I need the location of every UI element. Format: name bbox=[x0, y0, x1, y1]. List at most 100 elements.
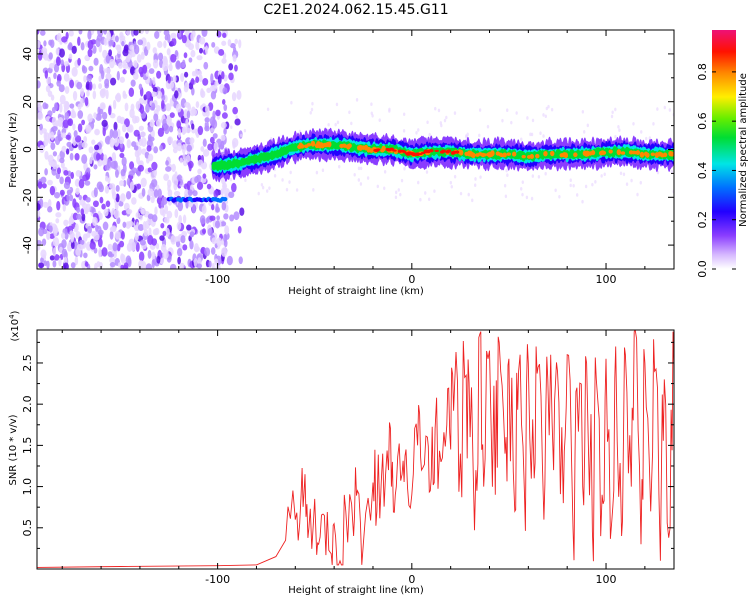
spectrogram-noise-blob bbox=[86, 232, 91, 238]
spectrogram-noise-blob bbox=[70, 241, 75, 250]
spectrogram-ridge-cell bbox=[550, 150, 555, 157]
spectrogram-speckle bbox=[371, 114, 374, 118]
spectrogram-noise-blob bbox=[155, 243, 160, 250]
spectrogram-noise-blob bbox=[59, 189, 65, 196]
spectrogram-noise-blob bbox=[169, 112, 175, 119]
spectrogram-noise-blob bbox=[220, 134, 226, 141]
spectrogram-speckle bbox=[652, 122, 655, 126]
spectrogram-noise-blob bbox=[156, 105, 161, 112]
spectrogram-ridge-cell bbox=[669, 151, 674, 157]
spectrogram-noise-blob bbox=[212, 133, 218, 139]
spectrogram-noise-blob bbox=[109, 262, 116, 268]
spectrogram-noise-blob bbox=[68, 30, 74, 37]
spectrogram-noise-blob bbox=[68, 194, 74, 202]
spectrogram-noise-blob bbox=[119, 76, 126, 83]
spectrogram-noise-blob bbox=[77, 103, 82, 110]
spectrogram-noise-blob bbox=[188, 200, 194, 208]
spectrogram-noise-blob bbox=[211, 262, 215, 269]
spectrogram-speckle bbox=[473, 183, 477, 188]
spectrogram-noise-blob bbox=[234, 118, 241, 126]
spectrogram-noise-blob bbox=[42, 228, 48, 235]
spectrogram-noise-blob bbox=[158, 52, 164, 61]
spectrogram-noise-blob bbox=[37, 112, 44, 121]
spectrogram-ridge-cell bbox=[639, 151, 645, 158]
spectrogram-ridge-cell bbox=[415, 152, 420, 157]
spectrogram-noise-blob bbox=[162, 230, 167, 237]
spectrogram-ridge-cell bbox=[441, 149, 446, 153]
spectrogram-noise-blob bbox=[157, 40, 163, 49]
spectrogram-noise-blob bbox=[56, 80, 61, 87]
spectrogram-noise-blob bbox=[193, 257, 198, 268]
spectrogram-noise-blob bbox=[48, 225, 53, 233]
spectrogram-ridge-cell bbox=[662, 152, 668, 158]
spectrogram-noise-blob bbox=[81, 119, 86, 126]
spectrogram-speckle bbox=[581, 199, 584, 204]
spectrogram-noise-blob bbox=[37, 210, 41, 218]
spectrogram-speckle bbox=[630, 178, 633, 183]
spectrogram-noise-blob bbox=[188, 57, 193, 63]
spectrogram-noise-blob bbox=[232, 54, 237, 62]
spectrogram-speckle bbox=[453, 174, 457, 179]
spectrogram-speckle bbox=[311, 101, 314, 106]
spectrogram-noise-blob bbox=[59, 176, 64, 185]
colorbar-ticks: 0.0 0.2 0.4 0.6 0.8 bbox=[696, 63, 736, 278]
spectrogram-ticks: -100 0 100 -40 -20 0 20 40 bbox=[21, 29, 674, 286]
spectrogram-noise-blob bbox=[69, 103, 75, 109]
spectrogram-noise-blob bbox=[147, 188, 154, 197]
spectrogram-noise-blob bbox=[231, 137, 239, 148]
spectrogram-noise-blob bbox=[174, 90, 179, 99]
x-tick-label: -100 bbox=[205, 573, 230, 586]
spectrogram-noise-blob bbox=[221, 40, 227, 46]
spectrogram-noise-blob bbox=[167, 136, 174, 145]
spectrogram-noise-blob bbox=[163, 173, 170, 181]
spectrogram-noise-blob bbox=[111, 207, 116, 215]
spectrogram-noise-blob bbox=[151, 214, 158, 223]
spectrogram-noise-blob bbox=[78, 30, 83, 35]
spectrogram-noise-blob bbox=[40, 249, 47, 259]
spectrogram-noise-blob bbox=[188, 43, 195, 51]
spectrogram-noise-blob bbox=[226, 255, 233, 266]
spectrogram-speckle bbox=[586, 123, 590, 128]
spectrogram-noise-blob bbox=[43, 138, 49, 147]
spectrogram-speckle bbox=[640, 130, 643, 134]
spectrogram-noise-blob bbox=[130, 103, 135, 111]
spectrogram-noise-blob bbox=[181, 143, 186, 154]
spectrogram-noise-blob bbox=[232, 46, 237, 53]
spectrogram-noise-blob bbox=[39, 144, 45, 154]
spectrogram-noise-blob bbox=[138, 125, 144, 131]
spectrogram-ridge-cell bbox=[327, 141, 332, 148]
spectrogram-noise-blob bbox=[56, 200, 61, 211]
spectrogram-noise-blob bbox=[165, 166, 172, 172]
spectrogram-speckle bbox=[453, 111, 457, 115]
spectrogram-noise-blob bbox=[48, 39, 53, 46]
spectrogram-ridge-cell bbox=[620, 151, 626, 155]
spectrogram-speckle bbox=[443, 118, 447, 123]
spectrogram-noise-blob bbox=[120, 168, 126, 177]
spectrogram-speckle bbox=[376, 184, 379, 189]
spectrogram-noise-blob bbox=[58, 84, 65, 93]
spectrogram-noise-blob bbox=[159, 144, 163, 152]
spectrogram-ridge-cell bbox=[543, 150, 548, 157]
spectrogram-noise-blob bbox=[174, 208, 179, 219]
spectrogram-noise-blob bbox=[73, 130, 78, 138]
spectrogram-ridge-cell bbox=[601, 150, 607, 155]
spectrogram-noise-blob bbox=[78, 178, 85, 189]
spectrogram-ridge-cell bbox=[482, 153, 487, 157]
spectrogram-ridge-cell bbox=[347, 143, 352, 149]
spectrogram-noise-blob bbox=[221, 201, 227, 211]
spectrogram-noise-blob bbox=[215, 109, 221, 117]
y-tick-label: 20 bbox=[21, 95, 34, 109]
spectrogram-noise-blob bbox=[204, 45, 209, 55]
spectrogram-noise-blob bbox=[86, 90, 90, 97]
spectrogram-noise-blob bbox=[223, 104, 228, 112]
spectrogram-noise-blob bbox=[138, 251, 145, 262]
spectrogram-noise-blob bbox=[78, 142, 82, 151]
spectrogram-noise-blob bbox=[41, 128, 47, 134]
spectrogram-speckle bbox=[617, 125, 620, 129]
spectrogram-speckle bbox=[261, 185, 265, 190]
spectrogram-noise-blob bbox=[155, 118, 162, 127]
spectrogram-noise-blob bbox=[39, 30, 46, 36]
spectrogram-noise-blob bbox=[124, 118, 130, 128]
spectrogram-noise-blob bbox=[146, 194, 151, 202]
y-tick-label: 2.0 bbox=[21, 395, 34, 413]
